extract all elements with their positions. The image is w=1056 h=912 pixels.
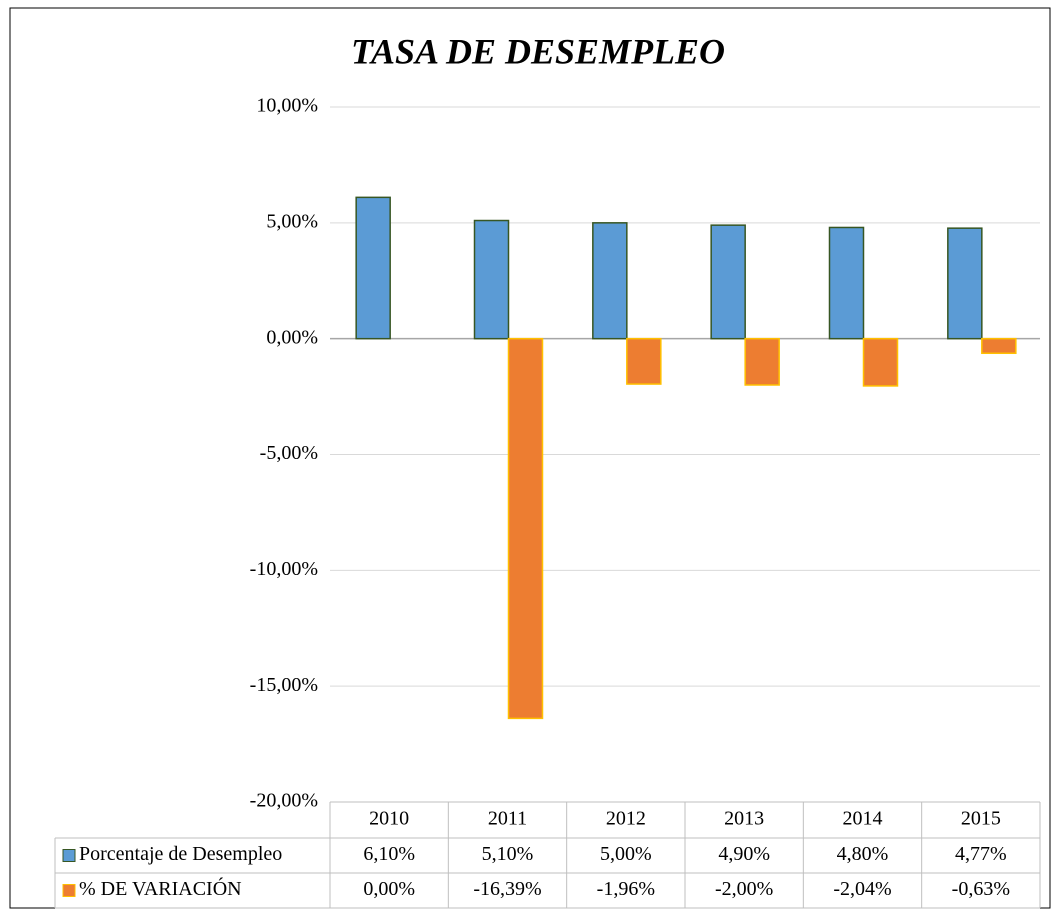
x-tick-label: 2013 bbox=[724, 808, 764, 830]
legend-key bbox=[62, 884, 76, 897]
table-value: 5,00% bbox=[600, 843, 652, 865]
table-value: -2,00% bbox=[715, 878, 773, 900]
bar bbox=[507, 337, 544, 720]
y-tick-label: -5,00% bbox=[260, 442, 318, 464]
table-value: -0,63% bbox=[952, 878, 1010, 900]
x-tick-label: 2012 bbox=[606, 808, 646, 830]
table-value: 4,90% bbox=[718, 843, 770, 865]
x-tick-label: 2010 bbox=[369, 808, 409, 830]
y-tick-label: -10,00% bbox=[250, 558, 318, 580]
table-value: 4,77% bbox=[955, 843, 1007, 865]
bar bbox=[862, 337, 899, 387]
y-tick-label: 0,00% bbox=[266, 326, 318, 348]
bar bbox=[592, 222, 628, 340]
table-value: 4,80% bbox=[837, 843, 889, 865]
table-value: 6,10% bbox=[363, 843, 415, 865]
table-value: -2,04% bbox=[833, 878, 891, 900]
bar bbox=[355, 196, 391, 340]
y-tick-label: 5,00% bbox=[266, 210, 318, 232]
chart-title: TASA DE DESEMPLEO bbox=[351, 31, 725, 71]
x-tick-label: 2011 bbox=[488, 808, 527, 830]
table-value: -16,39% bbox=[473, 878, 541, 900]
bar bbox=[947, 227, 983, 340]
x-tick-label: 2015 bbox=[961, 808, 1001, 830]
legend-key bbox=[62, 849, 76, 862]
bar bbox=[981, 337, 1017, 355]
bar bbox=[473, 219, 510, 340]
table-value: 0,00% bbox=[363, 878, 415, 900]
bar bbox=[626, 337, 662, 385]
y-tick-label: -20,00% bbox=[250, 790, 318, 812]
legend-label: % DE VARIACIÓN bbox=[79, 876, 242, 900]
y-tick-label: 10,00% bbox=[256, 95, 318, 117]
table-value: -1,96% bbox=[597, 878, 655, 900]
legend-label: Porcentaje de Desempleo bbox=[79, 843, 282, 865]
bar bbox=[710, 224, 746, 340]
bar bbox=[744, 337, 780, 386]
x-tick-label: 2014 bbox=[843, 808, 883, 830]
table-value: 5,10% bbox=[482, 843, 534, 865]
y-tick-label: -15,00% bbox=[250, 674, 318, 696]
bar bbox=[828, 226, 865, 340]
